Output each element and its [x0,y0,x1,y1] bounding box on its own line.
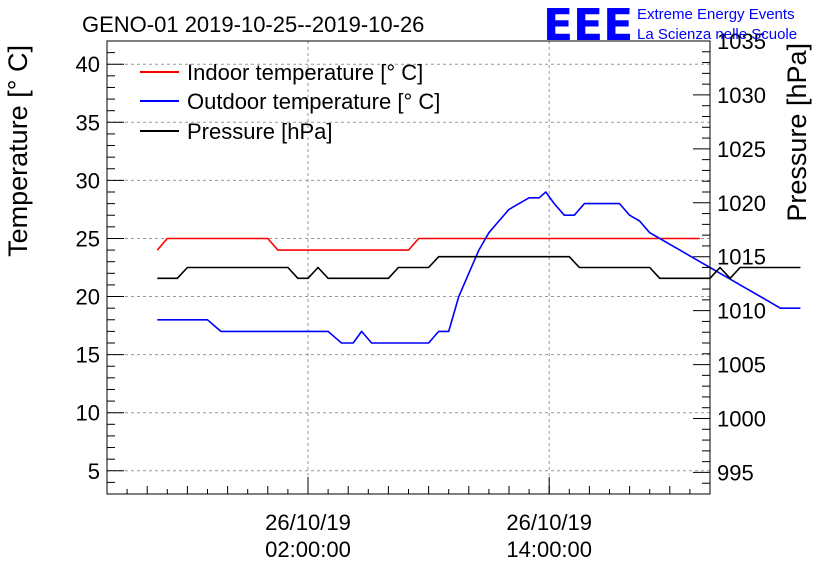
legend-label-pressure: Pressure [hPa] [187,119,333,144]
y-tick-label: 25 [76,226,100,251]
y-axis-title: Temperature [° C] [3,45,33,257]
x-tick-label-date: 26/10/19 [506,510,592,535]
y-tick-label: 20 [76,285,100,310]
y2-tick-label: 1005 [717,353,766,378]
logo-line-1: Extreme Energy Events [637,6,795,23]
y-tick-label: 5 [88,459,100,484]
axis-ticks [106,40,711,495]
chart-title: GENO-01 2019-10-25--2019-10-26 [82,12,424,37]
y2-tick-label: 1030 [717,83,766,108]
x-tick-label-date: 26/10/19 [265,510,351,535]
legend-label-indoor: Indoor temperature [° C] [187,60,423,85]
logo-mark: EEE [543,0,633,51]
y-tick-label: 35 [76,110,100,135]
y2-axis-title: Pressure [hPa] [782,43,812,222]
y2-tick-label: 1025 [717,137,766,162]
y2-tick-label: 1010 [717,299,766,324]
grid-lines [107,41,710,494]
y2-tick-label: 995 [717,460,754,485]
y-tick-label: 40 [76,52,100,77]
y2-tick-label: 1035 [717,29,766,54]
legend-label-outdoor: Outdoor temperature [° C] [187,89,440,114]
x-tick-label-time: 14:00:00 [506,537,592,562]
series-line-1 [157,191,801,344]
x-tick-label-time: 02:00:00 [265,537,351,562]
series-line-2 [157,255,801,280]
y2-tick-label: 1015 [717,245,766,270]
tick-labels: 5101520253035409951000100510101015102010… [76,29,766,562]
y2-tick-label: 1020 [717,191,766,216]
y2-tick-label: 1000 [717,407,766,432]
logo-line-2: La Scienza nelle Scuole [637,26,797,43]
y-tick-label: 15 [76,343,100,368]
legend: Indoor temperature [° C] Outdoor tempera… [140,60,440,144]
series-lines [156,191,801,344]
y-tick-label: 10 [76,401,100,426]
y-tick-label: 30 [76,168,100,193]
series-line-0 [156,237,700,251]
eee-logo: EEE Extreme Energy Events La Scienza nel… [543,0,797,51]
